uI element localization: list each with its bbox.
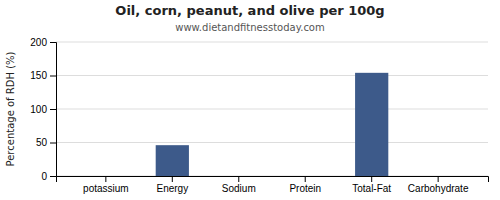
bars: [156, 73, 389, 176]
chart: Oil, corn, peanut, and olive per 100g www…: [0, 0, 500, 200]
grid: [56, 42, 488, 176]
tick-mark: [438, 176, 439, 182]
tick: 50: [36, 137, 56, 148]
grid-line: [56, 75, 488, 76]
bar: [89, 176, 122, 177]
tick: Sodium: [222, 176, 256, 194]
tick-mark: [50, 76, 56, 77]
grid-line: [56, 109, 488, 110]
bar: [422, 176, 455, 177]
tick-mark: [371, 176, 372, 182]
tick-label: 0: [41, 171, 47, 182]
tick-label: potassium: [83, 183, 129, 194]
tick: 150: [30, 70, 56, 81]
axis-line: [50, 43, 57, 177]
tick-label: Sodium: [222, 183, 256, 194]
axis-line: [57, 177, 489, 183]
grid-line: [56, 42, 488, 43]
tick: 0: [41, 171, 56, 182]
tick-label: 150: [30, 70, 47, 81]
y-axis-title: Percentage of RDH (%): [5, 51, 16, 166]
tick: 200: [30, 37, 56, 48]
bar: [355, 73, 388, 176]
tick-mark: [50, 176, 56, 177]
tick-mark: [105, 176, 106, 182]
tick: Energy: [156, 176, 188, 194]
tick: Protein: [289, 176, 321, 194]
tick-label: 200: [30, 37, 47, 48]
tick-label: 50: [36, 137, 48, 148]
tick-label: 100: [30, 104, 47, 115]
tick-mark: [238, 176, 239, 182]
tick-mark: [50, 143, 56, 144]
tick-label: Carbohydrate: [408, 183, 469, 194]
tick-label: Energy: [156, 183, 188, 194]
bar: [156, 145, 189, 176]
tick: Carbohydrate: [408, 176, 469, 194]
x-axis: potassium Energy Sodium Protein Total-Fat Car…: [57, 176, 489, 194]
tick-label: Protein: [289, 183, 321, 194]
y-axis: 0 50 100 150 200: [30, 37, 56, 182]
bar: [289, 176, 322, 177]
tick-mark: [305, 176, 306, 182]
tick: Total-Fat: [352, 176, 391, 194]
tick: 100: [30, 104, 56, 115]
tick-mark: [50, 109, 56, 110]
bar: [222, 176, 255, 177]
tick-label: Total-Fat: [352, 183, 391, 194]
tick: potassium: [83, 176, 129, 194]
title: Oil, corn, peanut, and olive per 100g: [115, 3, 384, 18]
plot: potassium Energy Sodium Protein Total-Fat Car…: [30, 37, 488, 194]
subtitle: www.dietandfitnesstoday.com: [175, 22, 324, 33]
grid-line: [56, 142, 488, 143]
tick-mark: [50, 42, 56, 43]
tick-mark: [172, 176, 173, 182]
